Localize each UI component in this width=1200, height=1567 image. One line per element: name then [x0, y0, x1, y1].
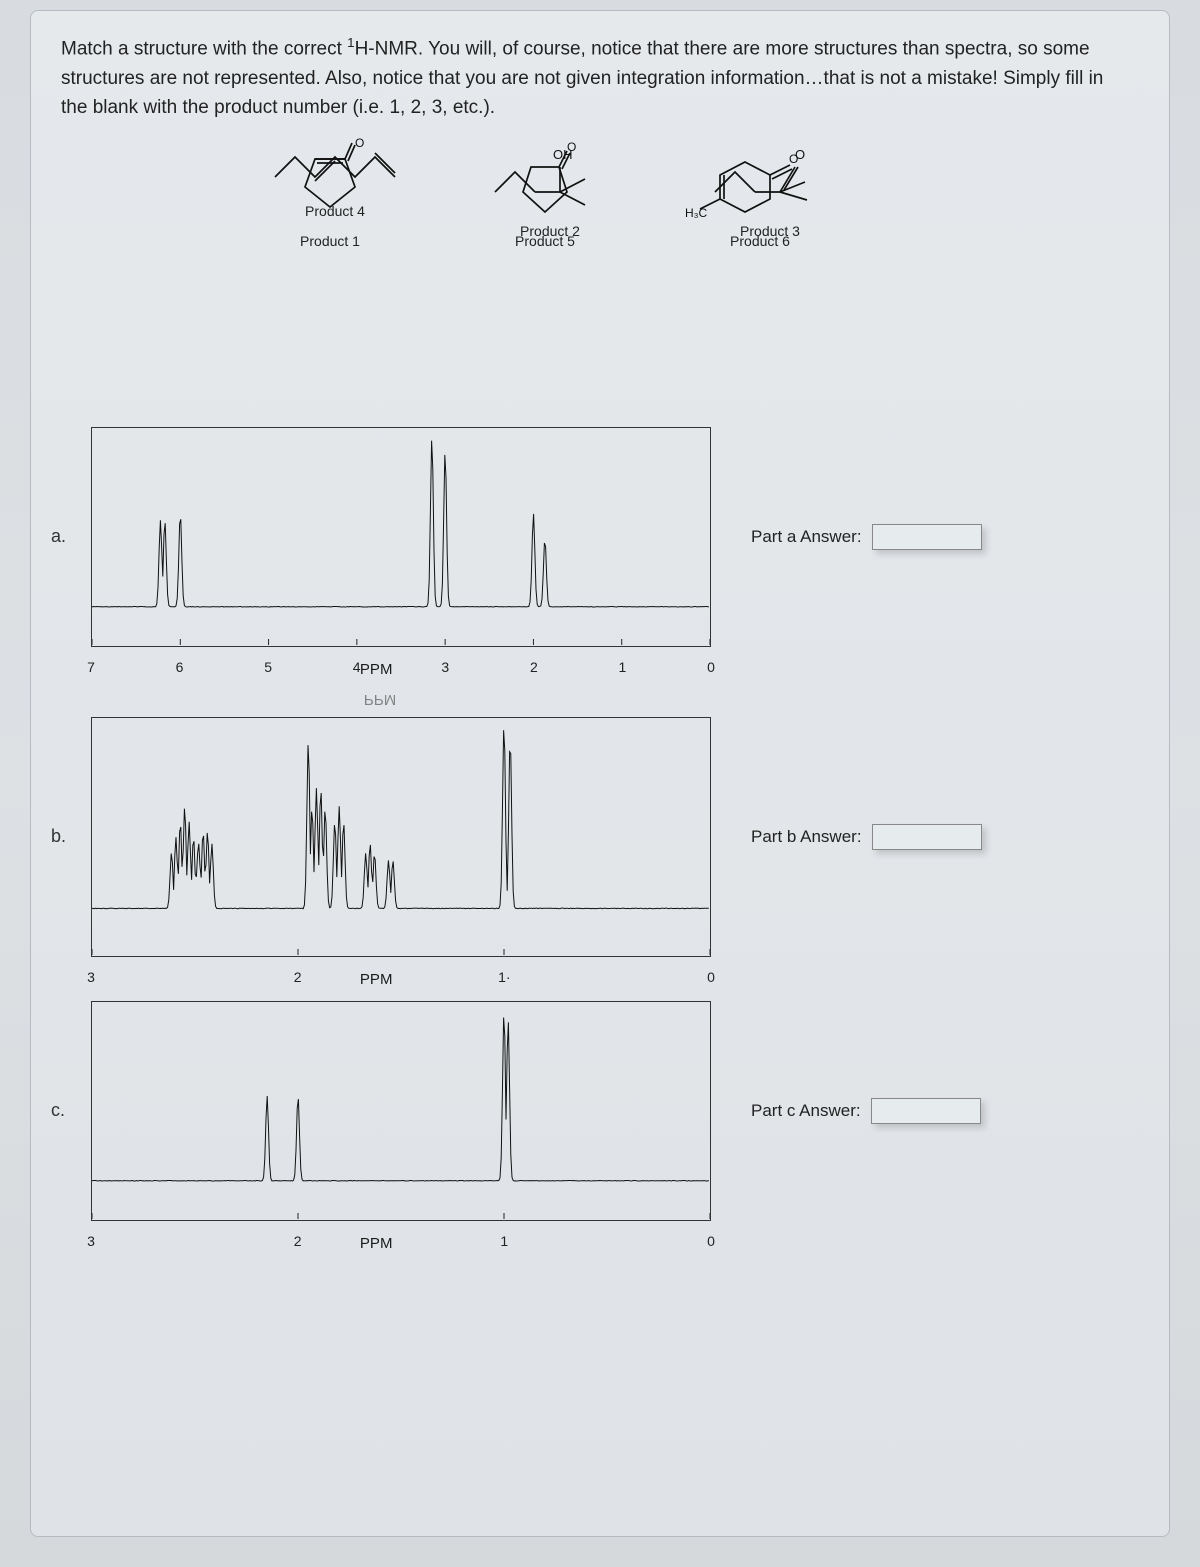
- question-card: Match a structure with the correct 1H-NM…: [30, 10, 1170, 1537]
- spectrum-c-axis: 3210PPM: [91, 1231, 1143, 1259]
- spectrum-row-c: c. Part c Answer:: [45, 1001, 1143, 1221]
- product-6-label: Product 6: [685, 233, 835, 249]
- part-a-answer-label: Part a Answer:: [751, 527, 862, 547]
- product-5-structure: O: [505, 137, 585, 227]
- spectrum-row-b: b. Part b Answer:: [45, 717, 1143, 957]
- question-text: Match a structure with the correct 1H-NM…: [61, 33, 1135, 123]
- axis-tick: 2: [294, 969, 302, 985]
- axis-tick: 1: [500, 1233, 508, 1249]
- part-c-answer-label: Part c Answer:: [751, 1101, 861, 1121]
- part-b-letter: b.: [45, 826, 91, 847]
- part-c-letter: c.: [45, 1100, 91, 1121]
- axis-tick: 7: [87, 659, 95, 675]
- part-b-answer-label: Part b Answer:: [751, 827, 862, 847]
- part-b-answer-input[interactable]: [872, 824, 982, 850]
- axis-tick: 3: [441, 659, 449, 675]
- svg-text:O: O: [567, 140, 576, 154]
- question-sup: 1: [347, 35, 354, 50]
- product-1-label: Product 1: [285, 233, 375, 249]
- product-4-structure: [265, 137, 405, 197]
- product-6-structure: O H₃C: [685, 137, 835, 227]
- part-a-answer-block: Part a Answer:: [751, 524, 982, 550]
- axis-label: PPM: [360, 661, 393, 678]
- product-4: Product 4: [265, 137, 405, 219]
- products-zone: O Product 1 OH Product 2: [175, 137, 1143, 427]
- part-a-letter: a.: [45, 526, 91, 547]
- product-5-label: Product 5: [505, 233, 585, 249]
- spectrum-row-a: a. Part a Answer:: [45, 427, 1143, 647]
- ghost-ppm-strip: PPM: [91, 691, 711, 717]
- axis-tick: 5: [264, 659, 272, 675]
- spectrum-b-box: [91, 717, 711, 957]
- svg-text:O: O: [789, 152, 798, 166]
- axis-label: PPM: [360, 971, 393, 988]
- part-c-answer-input[interactable]: [871, 1098, 981, 1124]
- question-pre: Match a structure with the correct: [61, 38, 347, 59]
- axis-tick: 3: [87, 1233, 95, 1249]
- spectrum-a-box: [91, 427, 711, 647]
- axis-tick: 0: [707, 969, 715, 985]
- axis-tick: 1: [619, 659, 627, 675]
- product-5: O Product 5: [505, 137, 585, 249]
- axis-tick: 1·: [498, 969, 510, 985]
- product-6: O H₃C Product 6: [685, 137, 835, 249]
- axis-tick: 6: [176, 659, 184, 675]
- product-6-ch3: H₃C: [685, 206, 708, 220]
- axis-tick: 3: [87, 969, 95, 985]
- spectrum-b-axis: 321·0PPM: [91, 967, 1143, 995]
- spectra-section: a. Part a Answer: 76543210PPM PPM b. Par…: [45, 427, 1143, 1259]
- part-c-answer-block: Part c Answer:: [751, 1098, 981, 1124]
- ghost-ppm-label: PPM: [364, 691, 397, 708]
- part-a-answer-input[interactable]: [872, 524, 982, 550]
- part-b-answer-block: Part b Answer:: [751, 824, 982, 850]
- axis-tick: 0: [707, 659, 715, 675]
- spectrum-a-axis: 76543210PPM: [91, 657, 1143, 685]
- axis-label: PPM: [360, 1235, 393, 1252]
- axis-tick: 2: [294, 1233, 302, 1249]
- axis-tick: 0: [707, 1233, 715, 1249]
- spectrum-c-box: [91, 1001, 711, 1221]
- product-4-label: Product 4: [265, 203, 405, 219]
- axis-tick: 2: [530, 659, 538, 675]
